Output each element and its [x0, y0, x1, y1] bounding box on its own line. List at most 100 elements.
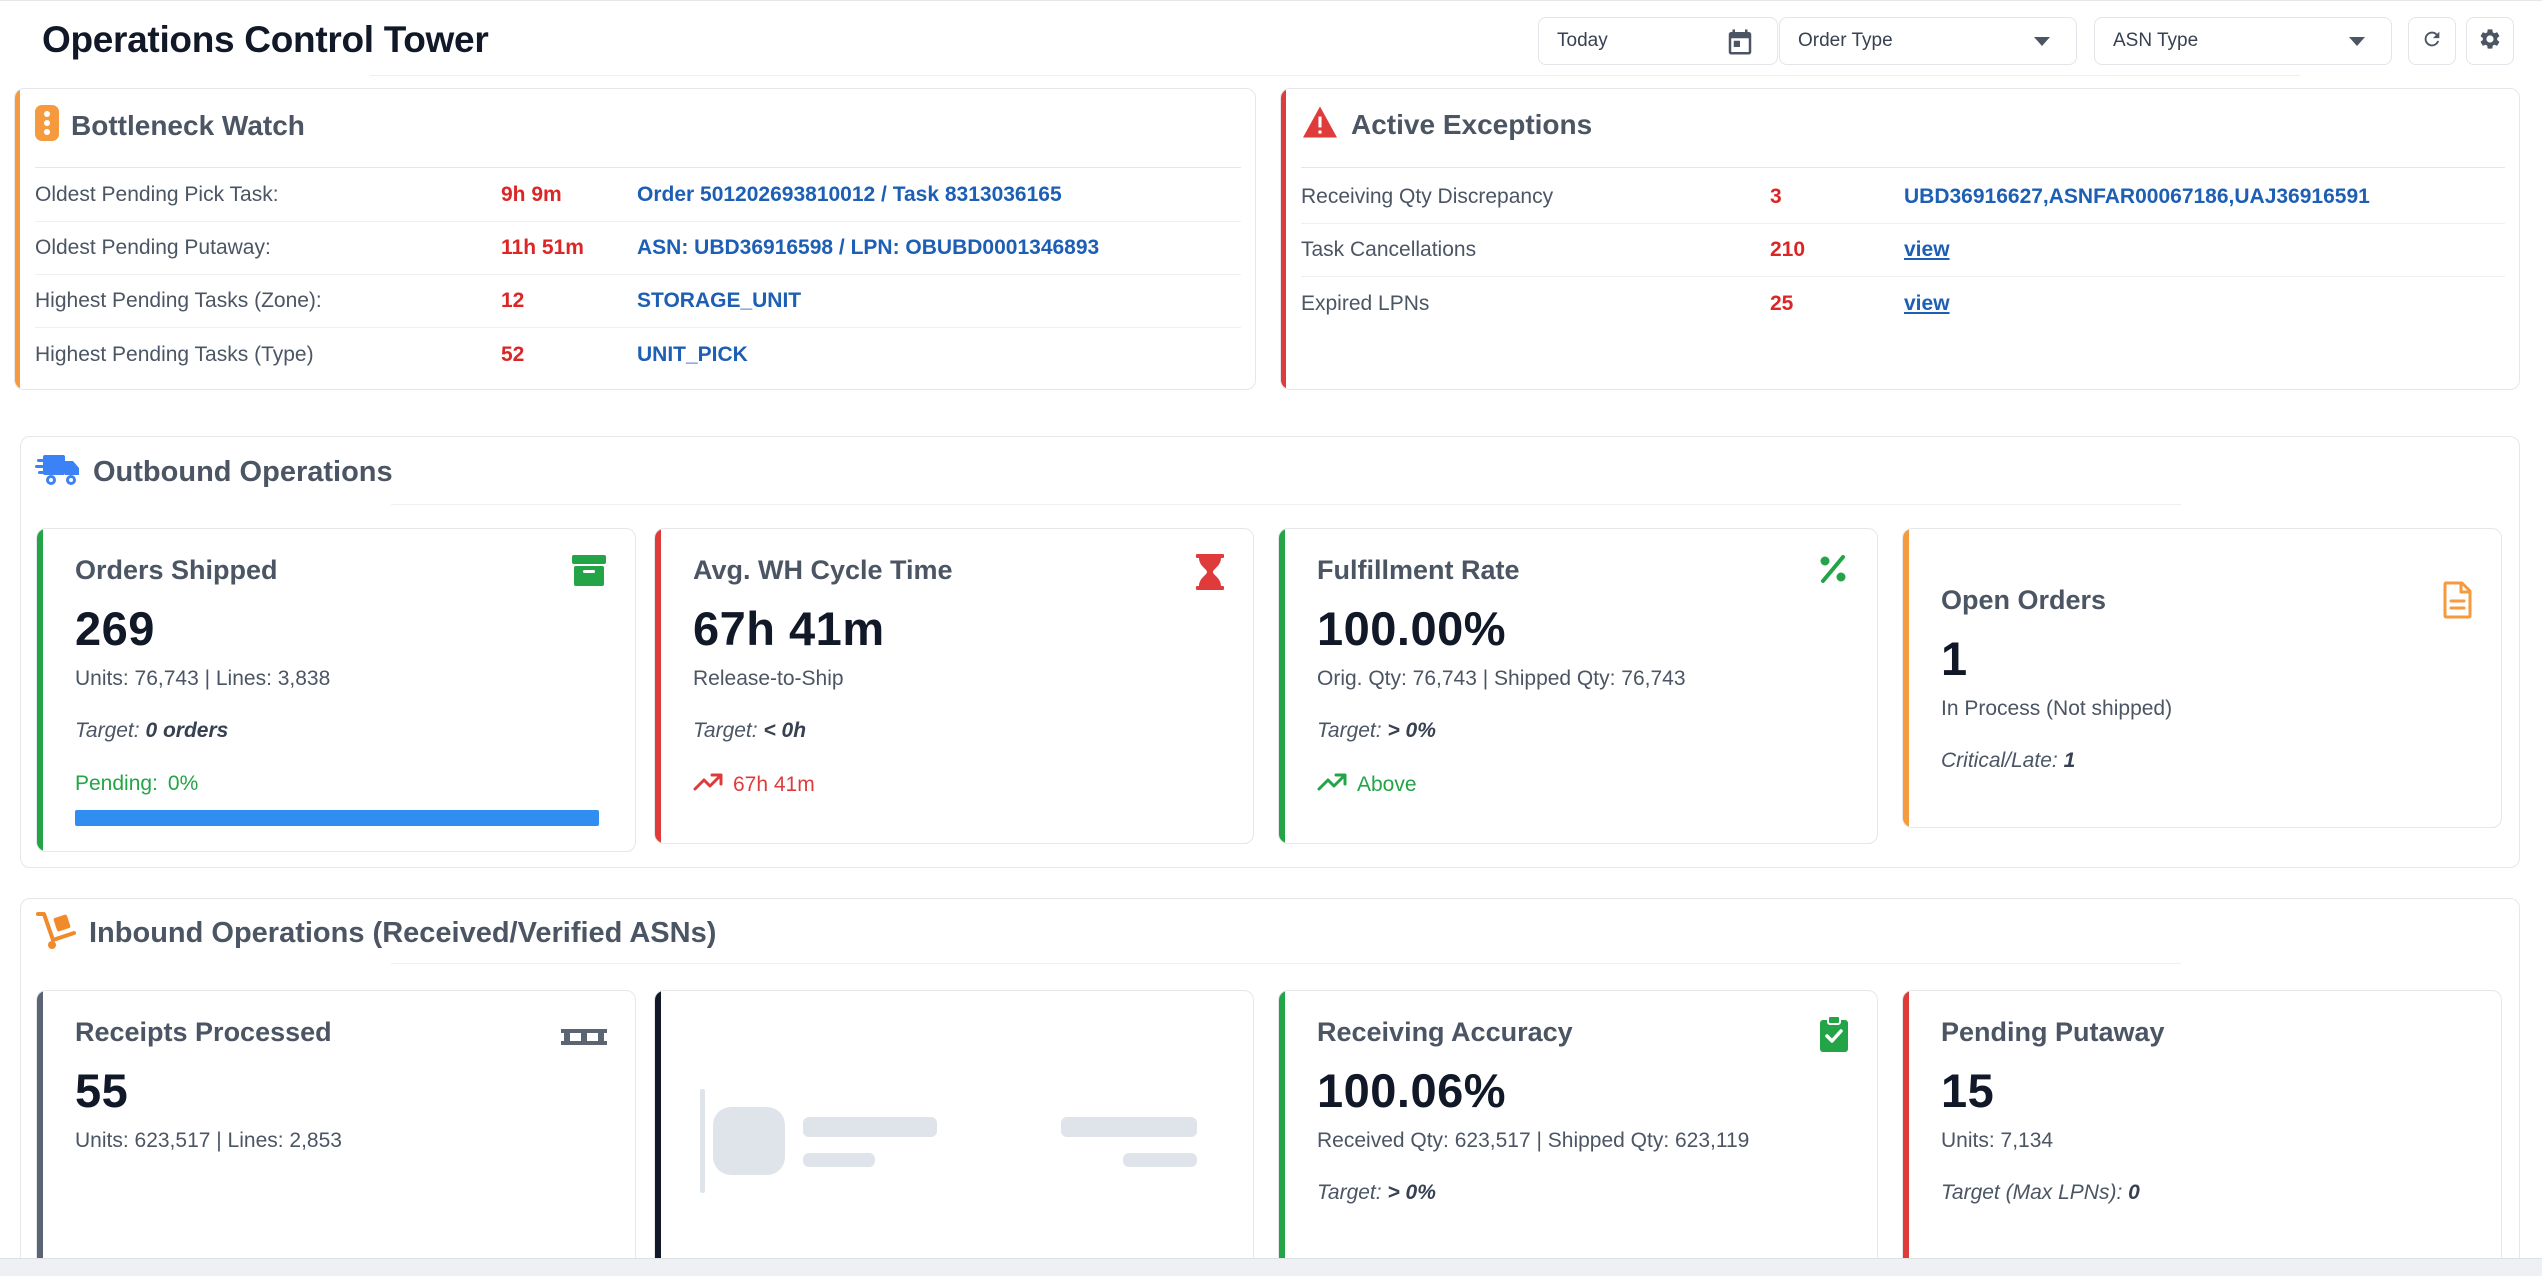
order-type-value: Order Type [1798, 30, 1893, 51]
refresh-icon [2421, 28, 2443, 55]
card-accent [37, 529, 43, 851]
target-label: Target: [1317, 1181, 1382, 1204]
orders-shipped-card[interactable]: Orders Shipped 269 Units: 76,743 | Lines… [36, 528, 636, 852]
target-label: Critical/Late: [1941, 749, 2058, 772]
open-orders-card[interactable]: Open Orders 1 In Process (Not shipped) C… [1902, 528, 2502, 828]
skeleton-line [803, 1153, 875, 1167]
card-title: Open Orders [1941, 585, 2107, 615]
receiving-accuracy-card[interactable]: Receiving Accuracy 100.06% Received Qty:… [1278, 990, 1878, 1276]
page-title: Operations Control Tower [42, 19, 489, 60]
skeleton-line [1123, 1153, 1197, 1167]
row-value: 12 [501, 289, 525, 312]
calendar-icon[interactable] [1725, 27, 1755, 63]
panel-header: Active Exceptions [1301, 105, 1592, 144]
target-value: 0 orders [145, 719, 229, 742]
row-link[interactable]: UNIT_PICK [637, 342, 748, 366]
card-accent [655, 991, 661, 1276]
pending-label: Pending: [75, 772, 158, 795]
cycle-time-card[interactable]: Avg. WH Cycle Time 67h 41m Release-to-Sh… [654, 528, 1254, 844]
row-label: Oldest Pending Putaway: [35, 236, 271, 259]
row-value: 9h 9m [501, 183, 562, 206]
row-label: Highest Pending Tasks (Zone): [35, 289, 322, 312]
card-value: 269 [75, 602, 155, 655]
target-value: > 0% [1387, 719, 1436, 742]
target-label: Target: [75, 719, 140, 742]
warning-icon [1301, 105, 1339, 144]
row-value: 25 [1770, 291, 1794, 315]
refresh-button[interactable] [2408, 17, 2456, 65]
card-target: Target: < 0h [693, 719, 806, 743]
row-link[interactable]: ASN: UBD36916598 / LPN: OBUBD0001346893 [637, 236, 1100, 259]
row-link[interactable]: STORAGE_UNIT [637, 289, 802, 312]
date-filter[interactable]: Today [1538, 17, 1778, 65]
chevron-down-icon [2349, 37, 2365, 46]
view-link[interactable]: view [1904, 291, 1950, 315]
card-accent [1279, 529, 1285, 843]
card-subtext: In Process (Not shipped) [1941, 697, 2173, 720]
card-title: Orders Shipped [75, 555, 278, 585]
skeleton-line [1061, 1117, 1197, 1137]
card-target: Critical/Late: 1 [1941, 749, 2075, 773]
traffic-light-icon [35, 105, 59, 146]
row-value: 52 [501, 342, 525, 366]
header-divider [370, 75, 2300, 76]
card-target: Target: > 0% [1317, 1181, 1436, 1205]
card-value: 15 [1941, 1064, 1995, 1117]
row-value: 3 [1770, 185, 1782, 208]
panel-title: Bottleneck Watch [71, 109, 305, 141]
row-link[interactable]: Order 501202693810012 / Task 8313036165 [637, 183, 1062, 206]
row-label: Receiving Qty Discrepancy [1301, 185, 1554, 208]
loading-skeleton-card [654, 990, 1254, 1276]
pending-putaway-card[interactable]: Pending Putaway 15 Units: 7,134 Target (… [1902, 990, 2502, 1276]
card-accent [1903, 991, 1909, 1276]
row-link[interactable]: UBD36916627,ASNFAR00067186,UAJ36916591 [1904, 185, 2370, 208]
card-target: Target: > 0% [1317, 719, 1436, 743]
target-label: Target (Max LPNs): [1941, 1181, 2123, 1204]
section-divider [391, 504, 2181, 505]
card-title: Fulfillment Rate [1317, 555, 1520, 585]
target-value: 1 [2063, 749, 2076, 772]
card-subtext: Received Qty: 623,517 | Shipped Qty: 623… [1317, 1129, 1750, 1152]
archive-box-icon [571, 553, 607, 592]
trend-indicator: 67h 41m [693, 772, 815, 798]
fulfillment-rate-card[interactable]: Fulfillment Rate 100.00% Orig. Qty: 76,7… [1278, 528, 1878, 844]
card-target: Target: 0 orders [75, 719, 228, 743]
card-title: Pending Putaway [1941, 1017, 2165, 1047]
target-label: Target: [693, 719, 758, 742]
pending-status: Pending: 0% [75, 772, 198, 796]
target-value: > 0% [1387, 1181, 1436, 1204]
settings-button[interactable] [2466, 17, 2514, 65]
trend-value: 67h 41m [733, 773, 815, 796]
row-label: Highest Pending Tasks (Type) [35, 342, 314, 366]
panel-divider [1301, 167, 2505, 168]
card-title: Receipts Processed [75, 1017, 332, 1047]
trending-up-icon [693, 772, 723, 798]
asn-type-select[interactable]: ASN Type [2094, 17, 2392, 65]
delivery-truck-icon [35, 451, 81, 494]
panel-accent [1281, 89, 1286, 389]
card-value: 67h 41m [693, 602, 885, 655]
section-divider [391, 963, 2181, 964]
panel-divider [35, 167, 1241, 168]
target-value: 0 [2128, 1181, 2140, 1204]
card-target: Target (Max LPNs): 0 [1941, 1181, 2140, 1205]
receipts-processed-card[interactable]: Receipts Processed 55 Units: 623,517 | L… [36, 990, 636, 1276]
card-accent [1279, 991, 1285, 1276]
target-value: < 0h [763, 719, 807, 742]
progress-fill [75, 810, 599, 826]
view-link[interactable]: view [1904, 238, 1950, 261]
card-accent [1903, 529, 1909, 827]
card-subtext: Units: 623,517 | Lines: 2,853 [75, 1129, 342, 1152]
order-type-select[interactable]: Order Type [1779, 17, 2077, 65]
card-title: Receiving Accuracy [1317, 1017, 1573, 1047]
card-subtext: Units: 7,134 [1941, 1129, 2054, 1152]
card-subtext: Orig. Qty: 76,743 | Shipped Qty: 76,743 [1317, 667, 1686, 690]
exception-row: Expired LPNs 25 view [1301, 277, 2505, 330]
skeleton-avatar [713, 1107, 785, 1175]
percent-icon [1817, 553, 1849, 590]
row-label: Task Cancellations [1301, 238, 1477, 261]
horizontal-scrollbar[interactable] [0, 1258, 2542, 1276]
card-subtext: Release-to-Ship [693, 667, 844, 690]
section-header: Inbound Operations (Received/Verified AS… [35, 911, 716, 956]
trending-up-icon [1317, 772, 1347, 798]
